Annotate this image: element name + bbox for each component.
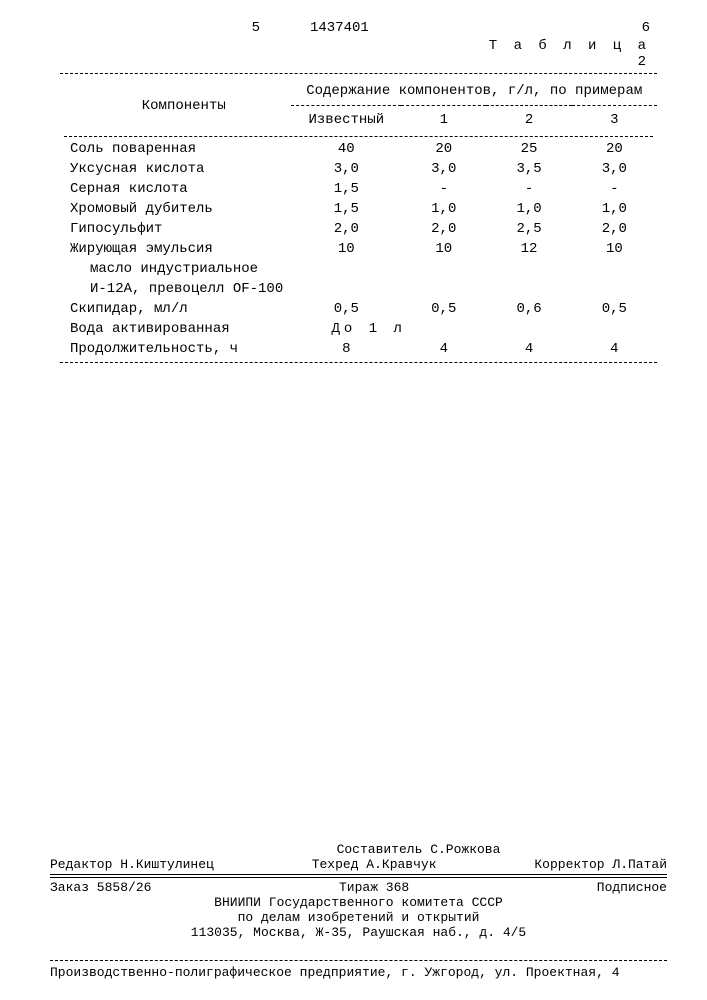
org-line-2: по делам изобретений и открытий <box>50 910 667 925</box>
row-label: Гипосульфит <box>60 219 291 239</box>
row-value: 12 <box>486 239 571 259</box>
org-addr: 113035, Москва, Ж-35, Раушская наб., д. … <box>50 925 667 940</box>
rule-bottom <box>60 362 657 363</box>
row-value: 3,5 <box>486 159 571 179</box>
row-value: 10 <box>401 239 486 259</box>
row-value: 40 <box>291 139 401 159</box>
imprint-block: Составитель С.Рожкова Редактор Н.Киштули… <box>50 842 667 940</box>
row-value: - <box>486 179 571 199</box>
row-value: 3,0 <box>291 159 401 179</box>
row-value: 3,0 <box>572 159 657 179</box>
row-value: 0,6 <box>486 299 571 319</box>
subcol-2: 2 <box>486 106 571 135</box>
table-row: Соль поваренная40202520 <box>60 139 657 159</box>
table-caption-row: Т а б л и ц а 2 <box>60 38 657 70</box>
table-row: Вода активированнаяДо 1 л <box>60 319 657 339</box>
table-body: Соль поваренная40202520Уксусная кислота3… <box>60 134 657 359</box>
page-header: 5 1437401 6 <box>60 20 657 36</box>
techred: Техред А.Кравчук <box>312 857 437 872</box>
row-value: 20 <box>401 139 486 159</box>
row-value: 4 <box>401 339 486 359</box>
row-label-sub: И-12А, превоцелл OF-100 <box>60 279 291 299</box>
editor-line: Редактор Н.Киштулинец Техред А.Кравчук К… <box>50 857 667 872</box>
row-label: Продолжительность, ч <box>60 339 291 359</box>
table-row: Жирующая эмульсия10101210 <box>60 239 657 259</box>
col-header-components: Компоненты <box>60 77 291 134</box>
table-row: Уксусная кислота3,03,03,53,0 <box>60 159 657 179</box>
col-header-group: Содержание компонентов, г/л, по примерам <box>291 77 657 106</box>
row-value: 8 <box>291 339 401 359</box>
row-label: Уксусная кислота <box>60 159 291 179</box>
row-value: 4 <box>486 339 571 359</box>
row-label: Серная кислота <box>60 179 291 199</box>
row-label: Соль поваренная <box>60 139 291 159</box>
row-value: 25 <box>486 139 571 159</box>
row-value: 1,0 <box>486 199 571 219</box>
row-value: 3,0 <box>401 159 486 179</box>
row-value: 10 <box>291 239 401 259</box>
row-label: Жирующая эмульсия <box>60 239 291 259</box>
sign: Подписное <box>597 880 667 895</box>
table-head: Компоненты Содержание компонентов, г/л, … <box>60 77 657 134</box>
compiler-line: Составитель С.Рожкова <box>50 842 667 857</box>
editor: Редактор Н.Киштулинец <box>50 857 214 872</box>
row-value: 0,5 <box>401 299 486 319</box>
composition-table: Компоненты Содержание компонентов, г/л, … <box>60 77 657 359</box>
table-row-subline: масло индустриальное <box>60 259 657 279</box>
row-label: Скипидар, мл/л <box>60 299 291 319</box>
row-value: 2,0 <box>401 219 486 239</box>
corrector: Корректор Л.Патай <box>534 857 667 872</box>
row-label-sub: масло индустриальное <box>60 259 291 279</box>
row-value: - <box>572 179 657 199</box>
row-value: 0,5 <box>291 299 401 319</box>
subcol-3: 3 <box>572 106 657 135</box>
table-row: Продолжительность, ч8444 <box>60 339 657 359</box>
row-value: 2,5 <box>486 219 571 239</box>
printer-line: Производственно-полиграфическое предприя… <box>50 960 667 980</box>
row-merged-value: До 1 л <box>291 319 657 339</box>
row-value: 10 <box>572 239 657 259</box>
table-row: Хромовый дубитель1,51,01,01,0 <box>60 199 657 219</box>
row-value: 1,5 <box>291 179 401 199</box>
patent-number: 1437401 <box>310 20 470 36</box>
row-value: 2,0 <box>291 219 401 239</box>
row-value: - <box>401 179 486 199</box>
subcol-1: 1 <box>401 106 486 135</box>
row-value: 4 <box>572 339 657 359</box>
table-row: Гипосульфит2,02,02,52,0 <box>60 219 657 239</box>
subcol-known: Известный <box>291 106 401 135</box>
row-value: 2,0 <box>572 219 657 239</box>
order-line: Заказ 5858/26 Тираж 368 Подписное <box>50 880 667 895</box>
col-num-left: 5 <box>60 20 310 36</box>
org-line-1: ВНИИПИ Государственного комитета СССР <box>50 895 667 910</box>
row-label: Хромовый дубитель <box>60 199 291 219</box>
rule-top <box>60 73 657 74</box>
table-row: Скипидар, мл/л0,50,50,60,5 <box>60 299 657 319</box>
row-value: 1,0 <box>572 199 657 219</box>
row-value: 1,5 <box>291 199 401 219</box>
order-num: Заказ 5858/26 <box>50 880 151 895</box>
row-value: 1,0 <box>401 199 486 219</box>
table-row-subline: И-12А, превоцелл OF-100 <box>60 279 657 299</box>
row-value: 20 <box>572 139 657 159</box>
row-label: Вода активированная <box>60 319 291 339</box>
row-value: 0,5 <box>572 299 657 319</box>
tirazh: Тираж 368 <box>339 880 409 895</box>
col-num-right: 6 <box>470 20 650 36</box>
table-caption: Т а б л и ц а 2 <box>470 38 650 70</box>
table-row: Серная кислота1,5--- <box>60 179 657 199</box>
